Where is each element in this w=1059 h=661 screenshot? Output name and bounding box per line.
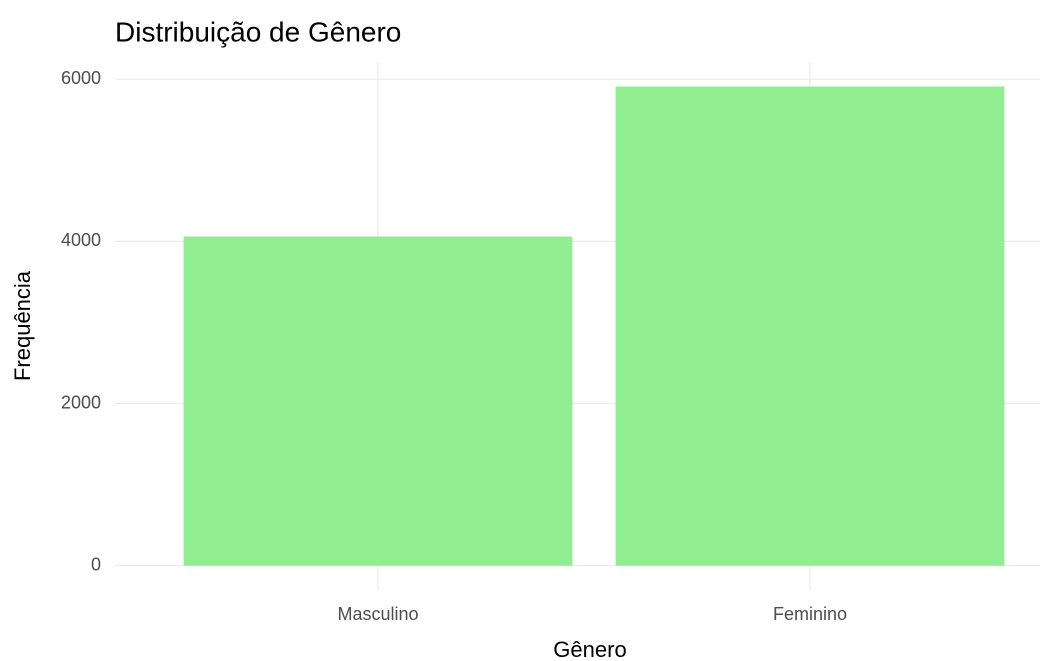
x-axis-label: Gênero	[553, 637, 626, 661]
x-tick-label: Masculino	[337, 604, 418, 624]
y-tick-label: 6000	[61, 68, 101, 88]
chart-title: Distribuição de Gênero	[115, 16, 401, 47]
y-tick-label: 4000	[61, 230, 101, 250]
y-tick-label: 2000	[61, 392, 101, 412]
bar	[183, 236, 573, 566]
y-axis-label: Frequência	[10, 270, 35, 381]
x-tick-label: Feminino	[773, 604, 847, 624]
y-tick-label: 0	[91, 554, 101, 574]
bar	[615, 86, 1005, 566]
